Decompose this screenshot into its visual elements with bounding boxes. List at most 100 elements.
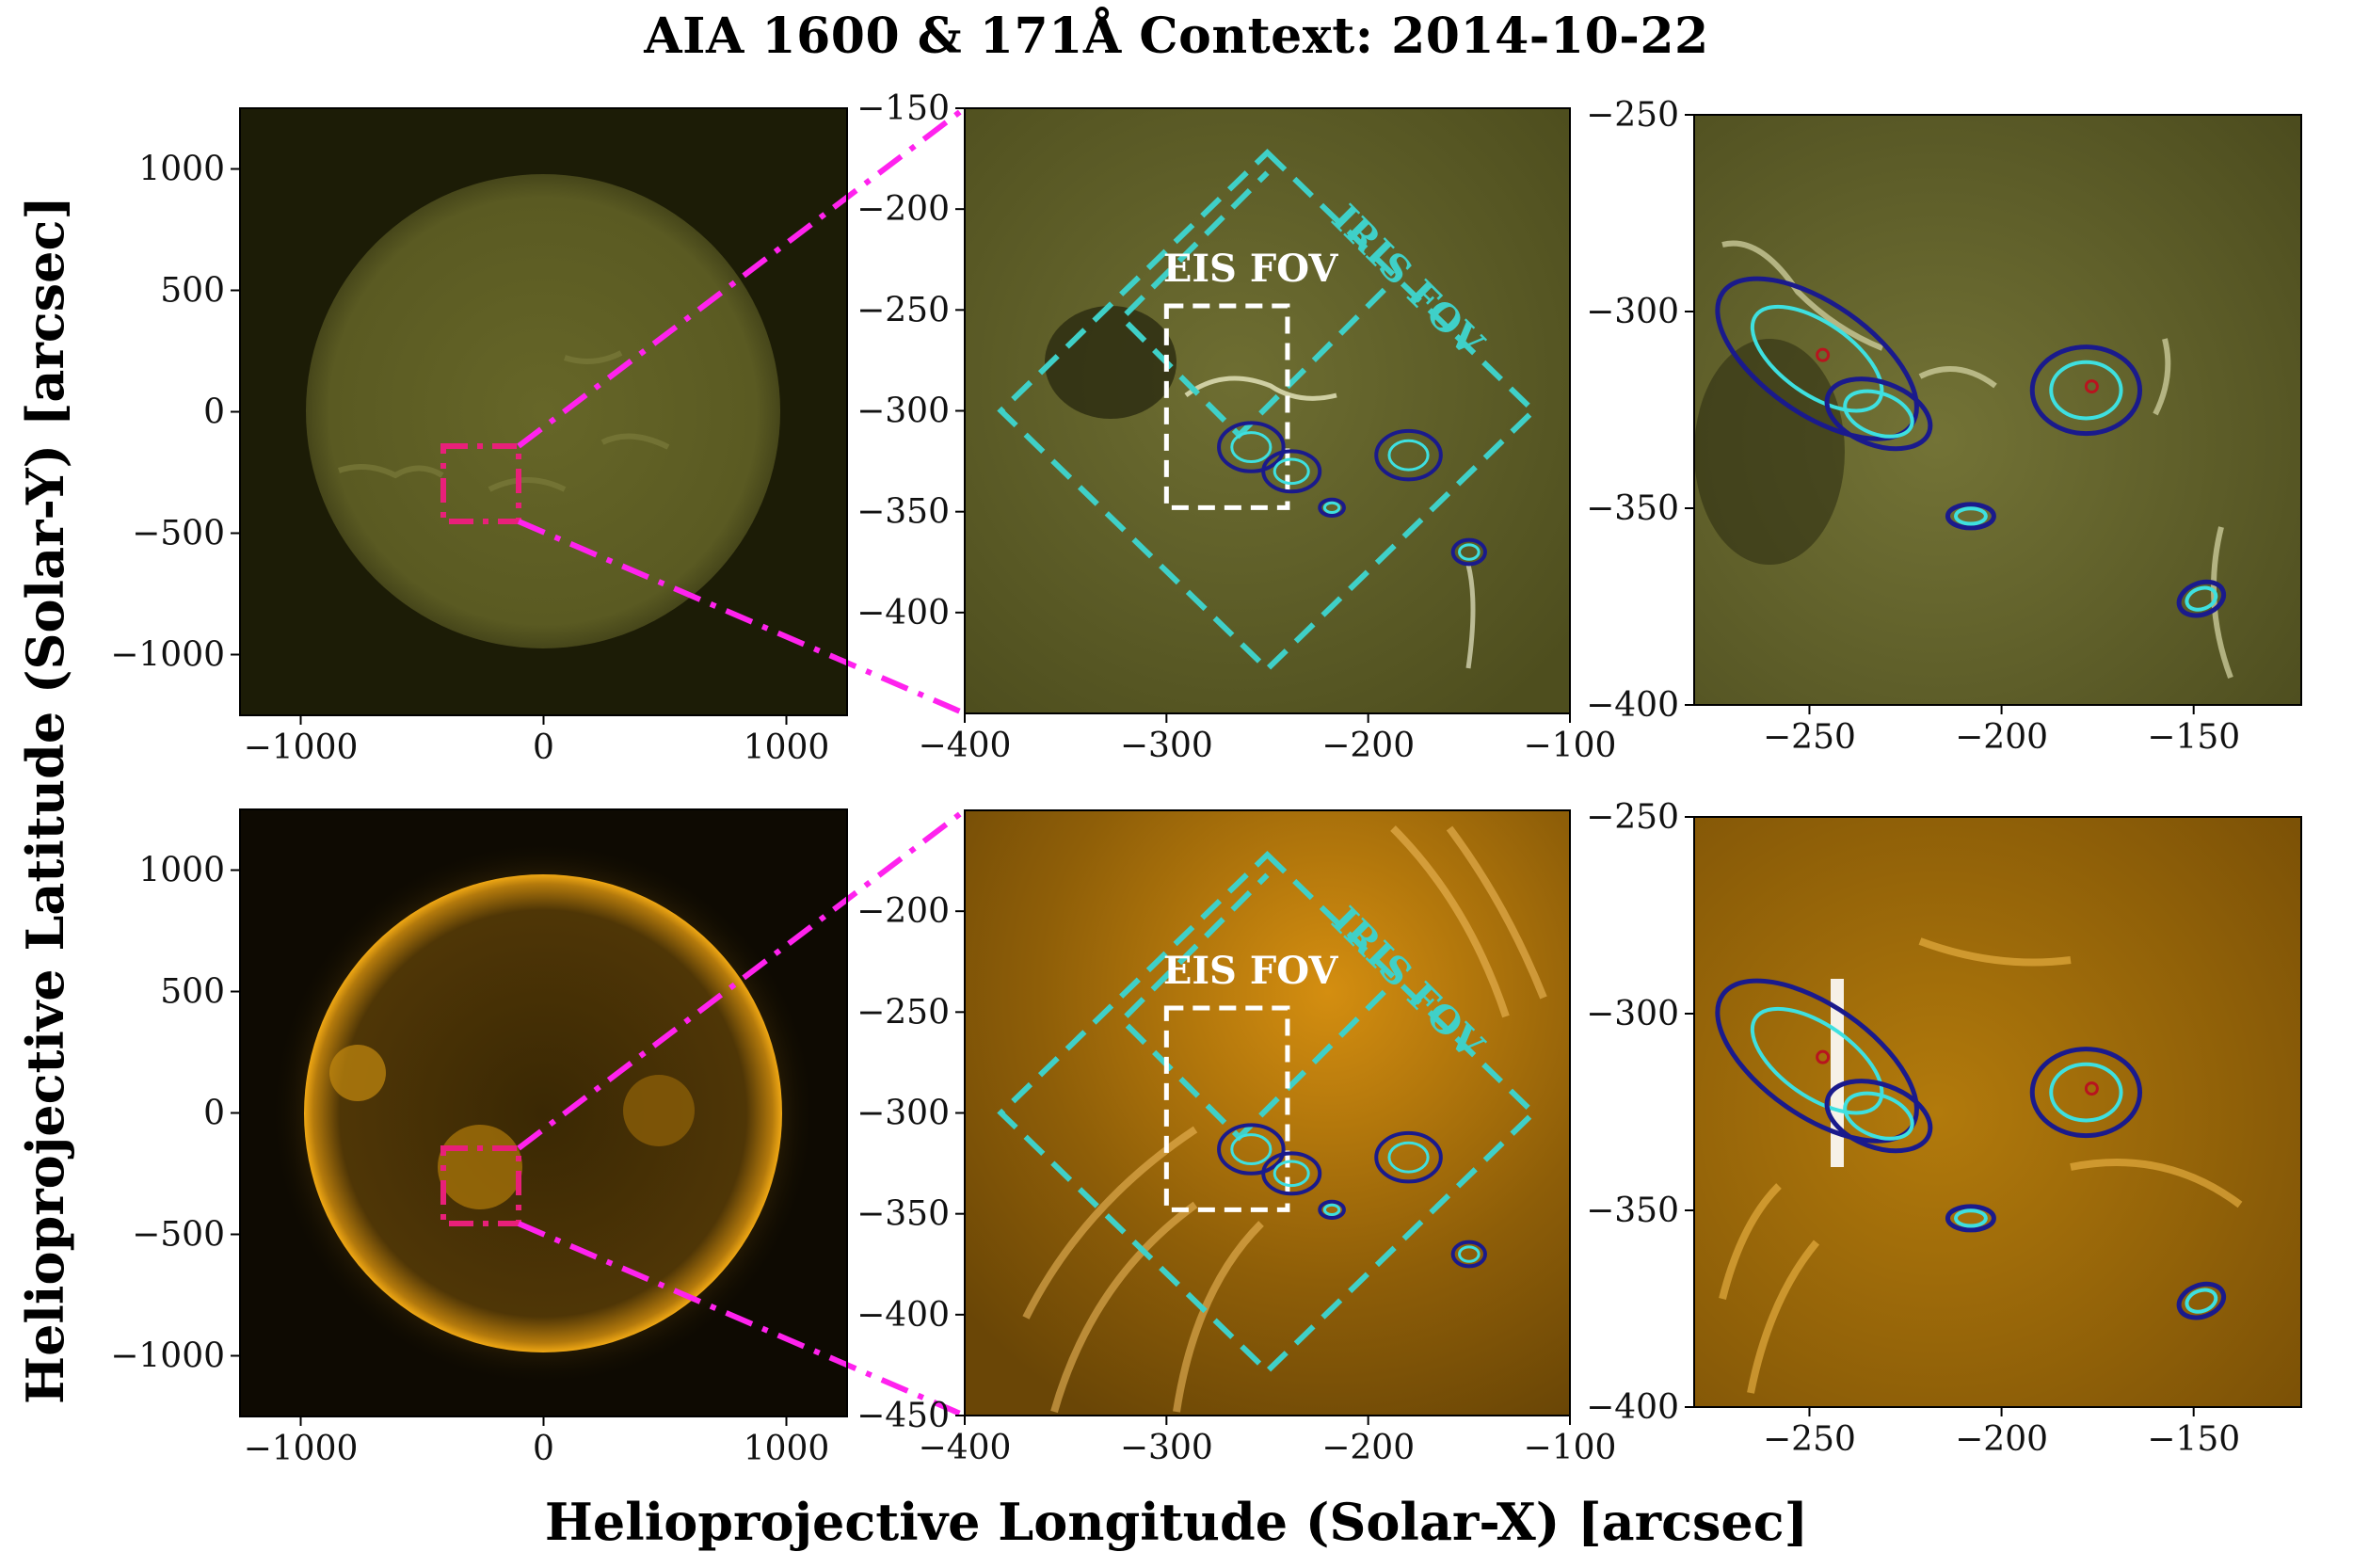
axes-aia171-region-zoom: −400 −300 −200 −100−200−250−300−350−400−450 (856, 809, 1617, 1467)
contour-inner (1387, 439, 1430, 472)
intensity-contours (1217, 276, 2227, 1320)
panel-background (965, 108, 1570, 713)
dark-region (1694, 339, 1845, 565)
axes-frame (1693, 114, 2302, 706)
bright-features (1721, 240, 2233, 680)
contour-inner (1230, 431, 1273, 464)
y-tick-label: −350 (1586, 1192, 1679, 1230)
contour-outer (1824, 1079, 1933, 1154)
axes-frame (1693, 816, 2302, 1408)
contour-inner (1458, 543, 1481, 561)
active-region-east (329, 1045, 386, 1101)
x-tick-label: −400 (919, 1429, 1012, 1467)
contour-inner (1322, 501, 1341, 515)
x-tick-label: −1000 (244, 728, 359, 767)
y-tick-label: 1000 (138, 852, 225, 890)
contour-inner (1458, 1245, 1481, 1263)
x-tick-label: −250 (1763, 718, 1856, 757)
y-tick-label: −350 (856, 1195, 950, 1234)
contour-inner (1750, 1006, 1884, 1115)
y-tick-label: −300 (1586, 293, 1679, 331)
y-tick-label: −350 (1586, 489, 1679, 528)
solar-disk (304, 874, 782, 1352)
x-tick-label: −300 (1120, 727, 1213, 765)
eis-fov-label: EIS FOV (1163, 949, 1339, 993)
bright-fibrils (1184, 376, 1337, 401)
x-tick-label: −200 (1321, 1429, 1415, 1467)
contour-inner (2185, 1288, 2218, 1314)
contour-core (1816, 1049, 1831, 1064)
connector-line (517, 519, 967, 716)
y-tick-label: −200 (856, 892, 950, 931)
network-brightenings (338, 350, 670, 492)
y-tick-label: −200 (856, 190, 950, 229)
contour-inner (1954, 1208, 1988, 1228)
panel-background (1694, 817, 2301, 1407)
contour-outer (1945, 502, 1996, 531)
x-tick-label: −1000 (244, 1430, 359, 1468)
bright-loop (1465, 564, 1476, 669)
contour-outer (1450, 1240, 1487, 1269)
x-tick-label: −150 (2147, 1420, 2240, 1459)
connector-line (517, 1221, 967, 1418)
y-tick-label: −350 (856, 493, 950, 532)
eis-fov-box (1163, 1005, 1290, 1212)
contour-outer (2029, 1047, 2143, 1139)
contour-outer (2029, 344, 2143, 437)
y-tick-label: −300 (856, 1095, 950, 1133)
x-tick-label: −200 (1955, 718, 2048, 757)
x-tick-label: −400 (919, 727, 1012, 765)
axes-aia1600-full-disk: −1000 0 1000 1000 500 0 −500 −1000 (110, 107, 848, 767)
y-tick-label: −250 (856, 993, 950, 1032)
connector-line (517, 105, 967, 449)
eis-fov-box (1163, 303, 1290, 510)
y-tick-label: −450 (856, 1397, 950, 1435)
connector-line (517, 808, 967, 1151)
zoom-connectors (517, 105, 967, 1418)
panel-aia171-region-zoom (965, 810, 1570, 1416)
panel-aia171-detail (1694, 817, 2301, 1407)
contour-outer (1261, 449, 1322, 494)
contour-inner (2049, 1062, 2123, 1123)
y-tick-label: −250 (856, 291, 950, 329)
contour-inner (1750, 304, 1884, 413)
y-tick-label: −1000 (110, 636, 225, 675)
y-tick-label: −250 (1586, 96, 1679, 135)
contour-inner (2185, 585, 2218, 612)
bright-loops (1719, 937, 2243, 1394)
x-tick-label: 1000 (744, 728, 830, 767)
active-region-west (623, 1075, 695, 1146)
iris-fov-inner (1117, 170, 1386, 440)
panel-aia1600-region-zoom (965, 108, 1570, 713)
active-region-target (438, 1125, 522, 1209)
figure-title: AIA 1600 & 171Å Context: 2014-10-22 (644, 8, 1709, 65)
context-box (440, 443, 521, 524)
x-tick-label: 0 (533, 1430, 554, 1468)
panel-aia1600-full-disk (240, 108, 847, 715)
x-tick-label: −100 (1524, 1429, 1617, 1467)
contour-outer (1217, 1123, 1286, 1176)
y-tick-label: −300 (856, 392, 950, 431)
solar-disk (306, 174, 780, 648)
y-tick-label: 0 (203, 393, 225, 432)
y-tick-label: −300 (1586, 995, 1679, 1033)
contour-inner (1273, 1160, 1310, 1188)
sunspot-dark-region (1045, 306, 1176, 419)
axes-aia1600-detail: −250 −200 −150 −250 −300 −350 −400 (1586, 96, 2302, 757)
contour-outer (1374, 1130, 1443, 1184)
y-tick-label: −150 (856, 89, 950, 128)
x-tick-label: 0 (533, 728, 554, 767)
y-tick-label: −400 (856, 1296, 950, 1335)
x-tick-label: −200 (1955, 1420, 2048, 1459)
contour-outer (1945, 1204, 1996, 1233)
iris-fov-inner (1117, 872, 1386, 1142)
x-axis-label: Helioprojective Longitude (Solar-X) [arc… (544, 1492, 1809, 1552)
axes-aia1600-region-zoom: −400 −300 −200 −100 −150 −200 −250 −300 −350 −400 (856, 89, 1616, 765)
contour-outer (1261, 1151, 1322, 1196)
context-box (440, 1145, 521, 1226)
eis-fov-label: EIS FOV (1163, 247, 1339, 291)
y-tick-label: 500 (160, 973, 225, 1012)
contour-inner (1322, 1203, 1341, 1217)
